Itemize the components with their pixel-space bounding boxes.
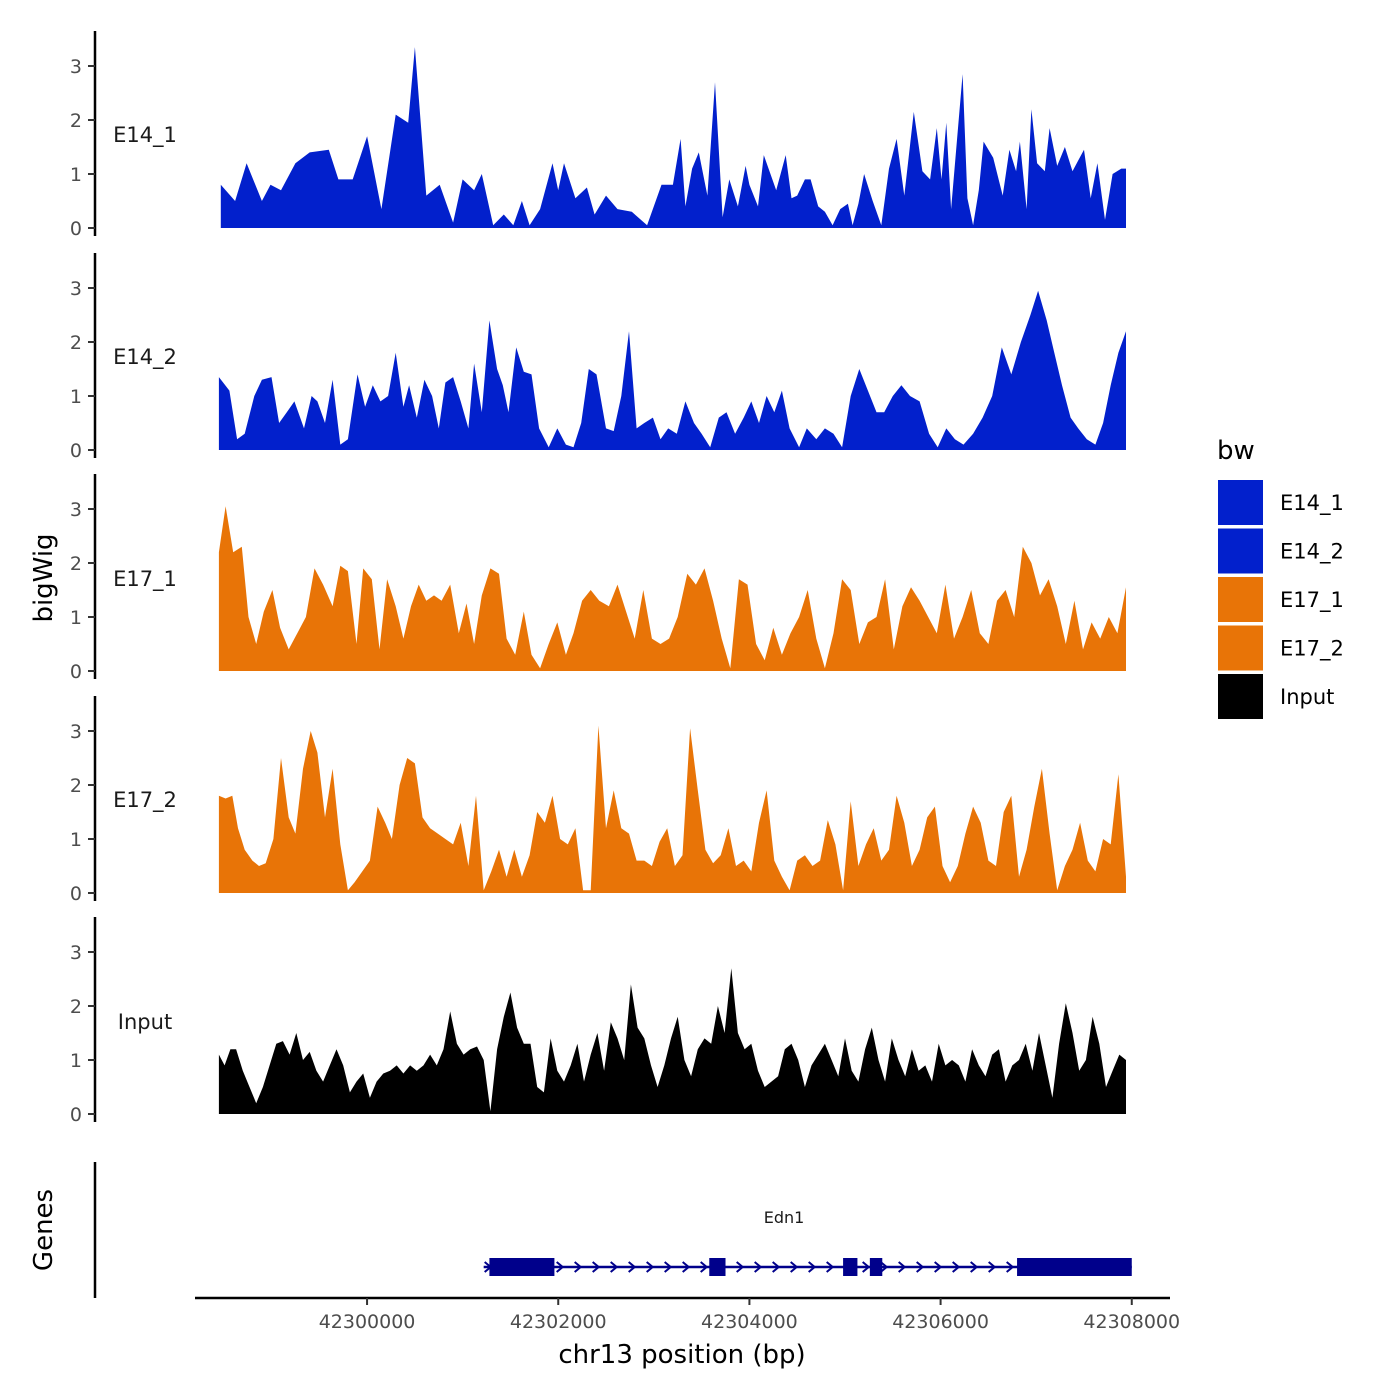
x-tick-label: 42304000 bbox=[701, 1311, 798, 1333]
strand-arrow-icon bbox=[826, 1261, 835, 1273]
y-tick-label: 3 bbox=[70, 278, 82, 300]
strand-arrow-icon bbox=[808, 1261, 817, 1273]
legend: bw E14_1 E14_2 E17_1 E17_2 Input bbox=[1217, 436, 1344, 719]
track-label: E14_1 bbox=[113, 123, 177, 148]
strand-arrow-icon bbox=[898, 1261, 907, 1273]
gene-exon bbox=[709, 1258, 726, 1276]
strand-arrow-icon bbox=[790, 1261, 799, 1273]
x-tick-label: 42306000 bbox=[892, 1311, 989, 1333]
track-E14_2: 0 1 2 3 E14_2 bbox=[70, 253, 1126, 462]
y-tick-label: 3 bbox=[70, 56, 82, 78]
y-tick-label: 3 bbox=[70, 942, 82, 964]
y-tick-label: 0 bbox=[70, 440, 82, 462]
legend-items: E14_1 E14_2 E17_1 E17_2 Input bbox=[1218, 480, 1344, 719]
track-label: E17_1 bbox=[113, 567, 177, 592]
y-tick-label: 2 bbox=[70, 996, 82, 1018]
x-tick-label: 42308000 bbox=[1083, 1311, 1180, 1333]
strand-arrow-icon bbox=[610, 1261, 619, 1273]
y-tick-label: 1 bbox=[70, 607, 82, 629]
track-label: Input bbox=[118, 1010, 172, 1034]
x-axis: 42300000 42302000 42304000 42306000 42308000 bbox=[195, 1296, 1180, 1333]
strand-arrow-icon bbox=[1006, 1261, 1015, 1273]
y-tick-label: 1 bbox=[70, 1050, 82, 1072]
x-axis-title: chr13 position (bp) bbox=[558, 1340, 805, 1370]
strand-arrow-icon bbox=[754, 1261, 763, 1273]
x-ticks: 42300000 42302000 42304000 42306000 42308000 bbox=[319, 1298, 1180, 1333]
track-area-Input bbox=[218, 968, 1126, 1114]
strand-arrow-icon bbox=[988, 1261, 997, 1273]
gene-exon bbox=[1017, 1258, 1132, 1276]
strand-arrow-icon bbox=[646, 1261, 655, 1273]
strand-arrow-icon bbox=[664, 1261, 673, 1273]
strand-arrow-icon bbox=[628, 1261, 637, 1273]
x-tick-label: 42300000 bbox=[319, 1311, 416, 1333]
track-Input: 0 1 2 3 Input bbox=[70, 917, 1126, 1126]
legend-key bbox=[1218, 480, 1263, 525]
strand-arrow-icon bbox=[880, 1261, 889, 1273]
strand-arrow-icon bbox=[952, 1261, 961, 1273]
strand-arrow-icon bbox=[736, 1261, 745, 1273]
track-area-E14_1 bbox=[220, 47, 1127, 228]
x-tick-label: 42302000 bbox=[510, 1311, 607, 1333]
y-tick-label: 2 bbox=[70, 775, 82, 797]
track-area-E17_1 bbox=[218, 506, 1126, 671]
strand-arrow-icon bbox=[934, 1261, 943, 1273]
legend-item-label: E14_1 bbox=[1280, 491, 1344, 516]
strand-arrow-icon bbox=[592, 1261, 601, 1273]
legend-key bbox=[1218, 528, 1263, 574]
track-label: E17_2 bbox=[113, 788, 177, 813]
gene-exon bbox=[843, 1258, 858, 1276]
strand-arrow-icon bbox=[682, 1261, 691, 1273]
track-area-E14_2 bbox=[218, 290, 1126, 450]
y-tick-label: 0 bbox=[70, 661, 82, 683]
y-tick-label: 0 bbox=[70, 883, 82, 905]
y-tick-label: 3 bbox=[70, 721, 82, 743]
track-area-E17_2 bbox=[218, 725, 1126, 893]
y-tick-label: 0 bbox=[70, 218, 82, 240]
track-E14_1: 0 1 2 3 E14_1 bbox=[70, 31, 1127, 240]
y-tick-label: 1 bbox=[70, 386, 82, 408]
strand-arrow-icon bbox=[574, 1261, 583, 1273]
y-tick-label: 2 bbox=[70, 553, 82, 575]
legend-item-label: E17_2 bbox=[1280, 637, 1344, 662]
gene-label: Edn1 bbox=[764, 1208, 805, 1227]
strand-arrow-icon bbox=[916, 1261, 925, 1273]
gene-model bbox=[483, 1258, 1132, 1276]
legend-key bbox=[1218, 674, 1263, 719]
legend-item-label: Input bbox=[1280, 685, 1334, 709]
track-E17_1: 0 1 2 3 E17_1 bbox=[70, 474, 1126, 683]
genes-panel: Edn1 bbox=[93, 1162, 1132, 1298]
y-tick-label: 0 bbox=[70, 1104, 82, 1126]
genes-axis-title: Genes bbox=[29, 1189, 59, 1271]
strand-arrow-icon bbox=[700, 1261, 709, 1273]
tracks: 0 1 2 3 E14_1 0 1 2 3 E14_2 0 1 2 3 E17_1 0 1 2 3 E17_2 0 1 2 3… bbox=[70, 31, 1127, 1126]
y-axis-title: bigWig bbox=[29, 533, 59, 622]
strand-arrow-icon bbox=[556, 1261, 565, 1273]
track-label: E14_2 bbox=[113, 345, 177, 370]
y-tick-label: 3 bbox=[70, 499, 82, 521]
legend-key bbox=[1218, 577, 1263, 622]
track-E17_2: 0 1 2 3 E17_2 bbox=[70, 696, 1126, 905]
y-tick-label: 2 bbox=[70, 332, 82, 354]
legend-title: bw bbox=[1217, 436, 1255, 466]
gene-exon bbox=[489, 1258, 555, 1276]
y-tick-label: 1 bbox=[70, 829, 82, 851]
strand-arrow-icon bbox=[772, 1261, 781, 1273]
strand-arrow-icon bbox=[862, 1261, 871, 1273]
strand-arrow-icon bbox=[970, 1261, 979, 1273]
legend-item-label: E17_1 bbox=[1280, 588, 1344, 613]
y-tick-label: 1 bbox=[70, 164, 82, 186]
y-tick-label: 2 bbox=[70, 110, 82, 132]
legend-key bbox=[1218, 625, 1263, 671]
gene-exon bbox=[869, 1258, 883, 1276]
legend-item-label: E14_2 bbox=[1280, 540, 1344, 565]
